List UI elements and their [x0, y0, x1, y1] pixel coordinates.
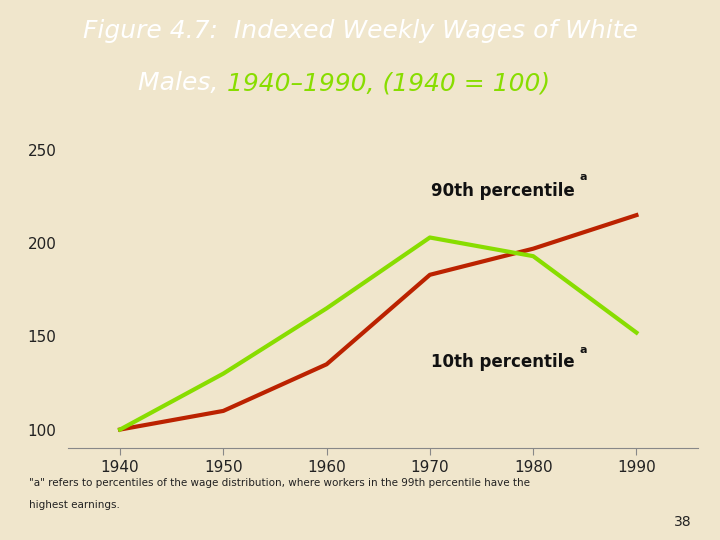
Text: a: a — [580, 172, 587, 181]
Text: highest earnings.: highest earnings. — [29, 500, 120, 510]
Text: 38: 38 — [674, 515, 691, 529]
Text: 10th percentile: 10th percentile — [431, 353, 575, 372]
Text: "a" refers to percentiles of the wage distribution, where workers in the 99th pe: "a" refers to percentiles of the wage di… — [29, 478, 530, 488]
Text: a: a — [580, 345, 587, 355]
Text: 1940–1990, (1940 = 100): 1940–1990, (1940 = 100) — [227, 71, 550, 95]
Text: Males,: Males, — [138, 71, 227, 95]
Text: 90th percentile: 90th percentile — [431, 182, 575, 200]
Text: Figure 4.7:  Indexed Weekly Wages of White: Figure 4.7: Indexed Weekly Wages of Whit… — [83, 19, 637, 43]
